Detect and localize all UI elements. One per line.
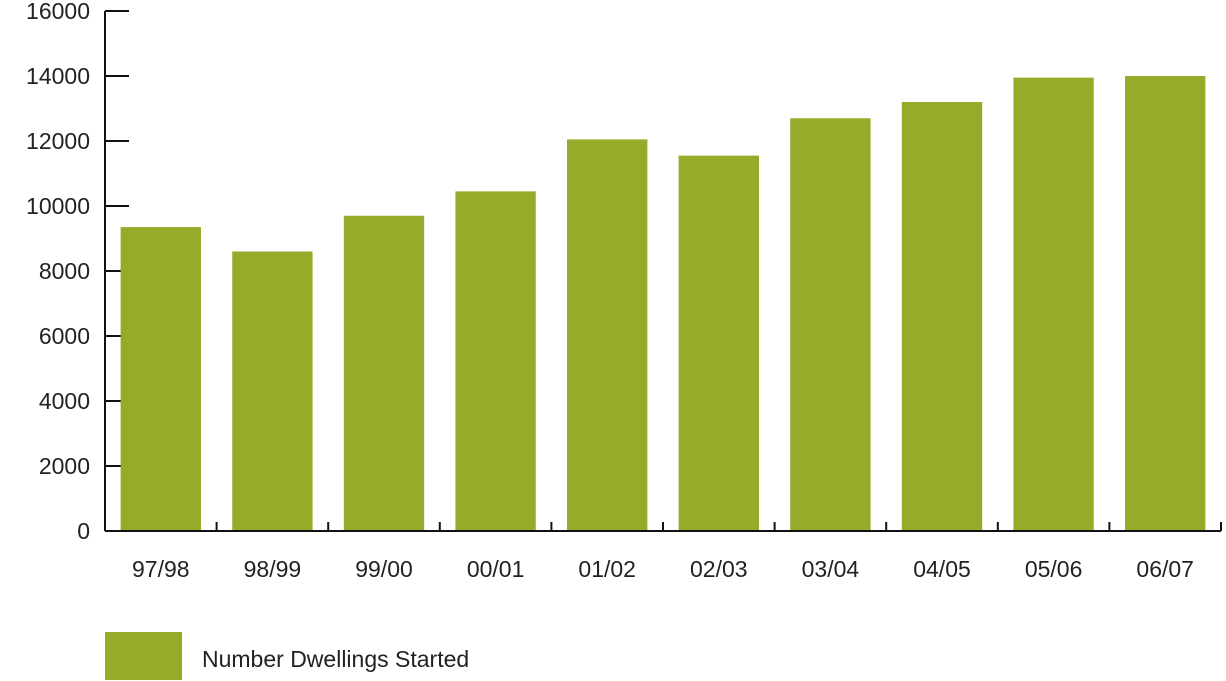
y-tick-label: 4000	[39, 388, 90, 414]
y-tick-label: 0	[77, 518, 90, 544]
y-tick-label: 2000	[39, 453, 90, 479]
x-tick-label: 04/05	[913, 556, 971, 582]
y-tick-label: 10000	[26, 193, 90, 219]
x-tick-label: 02/03	[690, 556, 748, 582]
y-tick-label: 12000	[26, 128, 90, 154]
bar-05-06	[1013, 77, 1094, 531]
legend-swatch	[105, 632, 182, 680]
y-tick-label: 6000	[39, 323, 90, 349]
y-tick-label: 14000	[26, 63, 90, 89]
x-tick-label: 98/99	[244, 556, 302, 582]
bar-03-04	[790, 118, 871, 531]
x-tick-label: 99/00	[355, 556, 413, 582]
bar-99-00	[343, 215, 425, 531]
x-tick-label: 05/06	[1025, 556, 1083, 582]
legend-label: Number Dwellings Started	[202, 646, 469, 672]
x-axis-ticks: 97/98 98/99 99/00 00/01 01/02 02/03 03/04 04/05…	[104, 522, 1222, 582]
bar-00-01	[455, 191, 536, 531]
bar-01-02	[567, 139, 648, 531]
x-tick-label: 01/02	[578, 556, 636, 582]
bar-06-07	[1125, 76, 1206, 531]
y-tick-label: 8000	[39, 258, 90, 284]
bar-04-05	[901, 102, 983, 531]
bar-97-98	[120, 227, 201, 531]
x-tick-label: 97/98	[132, 556, 190, 582]
x-tick-label: 03/04	[802, 556, 860, 582]
x-tick-label: 06/07	[1136, 556, 1194, 582]
y-tick-label: 16000	[26, 0, 90, 24]
bar-02-03	[678, 155, 759, 531]
x-tick-label: 00/01	[467, 556, 525, 582]
legend: Number Dwellings Started	[105, 632, 469, 680]
bars-group	[120, 76, 1206, 531]
y-axis-ticks: 0 2000 4000 6000 8000 10000 12000 14000 16000	[26, 0, 129, 544]
bar-98-99	[232, 251, 313, 531]
